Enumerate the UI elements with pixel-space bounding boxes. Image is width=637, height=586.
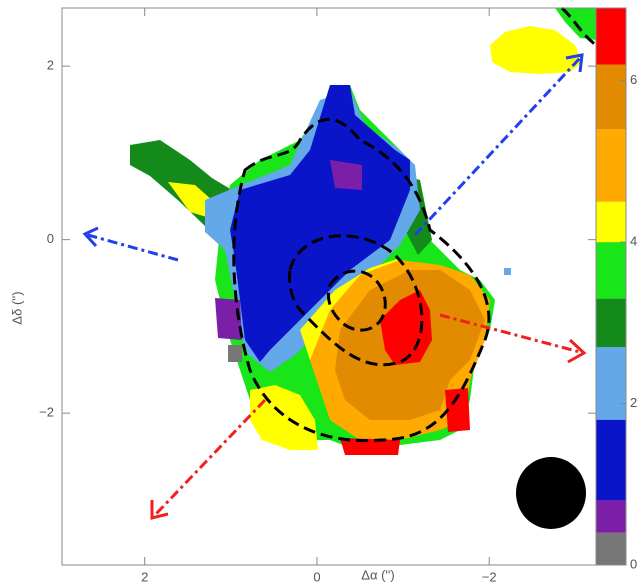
map-region xyxy=(168,182,212,218)
colorbar-tick-label: 4 xyxy=(630,234,637,249)
map-region xyxy=(504,268,511,275)
colorbar-tick-label: 6 xyxy=(630,72,637,87)
contour xyxy=(326,269,387,332)
y-tick-label: −2 xyxy=(39,405,54,420)
contour xyxy=(560,6,597,47)
colorbar-frame xyxy=(595,7,627,566)
beam xyxy=(516,457,586,529)
colorbar-bin xyxy=(596,500,626,533)
colorbar-bin xyxy=(596,201,626,243)
colorbar-tick-label: 2 xyxy=(630,395,637,410)
y-tick-label: 0 xyxy=(47,231,54,246)
map-region xyxy=(445,388,470,432)
y-tick-label: 2 xyxy=(47,58,54,73)
colorbar-bin xyxy=(596,419,626,501)
colorbar-bin xyxy=(596,242,626,299)
arrow xyxy=(413,56,582,237)
colorbar-bin xyxy=(596,298,626,348)
arrow xyxy=(87,233,179,262)
contour xyxy=(288,234,424,367)
colorbar-bin xyxy=(596,8,626,65)
y-axis-label: Δδ ('') xyxy=(9,291,24,324)
colorbar-tick-label: 0 xyxy=(630,556,637,571)
map-region xyxy=(228,345,242,362)
arrows xyxy=(82,53,587,520)
map-region xyxy=(250,385,318,450)
colorbar-bin xyxy=(596,129,626,202)
arrow xyxy=(153,398,267,517)
map-region xyxy=(330,160,362,190)
map xyxy=(130,8,596,455)
map-region xyxy=(230,85,410,362)
x-tick-label: 2 xyxy=(141,569,148,584)
arrow-head xyxy=(567,338,587,364)
arrow-head xyxy=(82,226,99,248)
x-axis-label: Δα ('') xyxy=(361,567,394,582)
map-region xyxy=(380,290,432,365)
arrow-head xyxy=(565,53,584,73)
colorbar-bin xyxy=(596,347,626,420)
arrow xyxy=(439,313,581,354)
map-region xyxy=(340,438,400,455)
map-region xyxy=(490,26,582,74)
map-region xyxy=(215,298,242,340)
colorbar-bin xyxy=(596,532,626,565)
contours xyxy=(232,6,597,443)
colorbar-bin xyxy=(596,64,626,130)
x-tick-label: 0 xyxy=(313,569,320,584)
x-tick-label: −2 xyxy=(482,569,497,584)
arrow-head xyxy=(150,500,169,520)
contour xyxy=(232,117,491,443)
